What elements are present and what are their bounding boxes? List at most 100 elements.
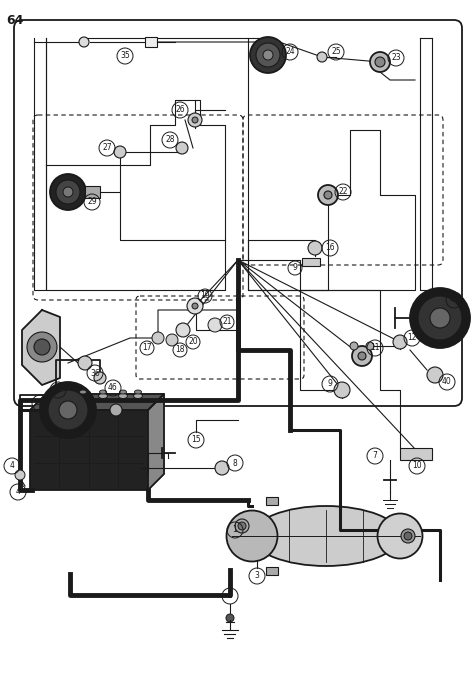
Text: 64: 64	[6, 14, 23, 27]
Circle shape	[40, 382, 96, 438]
Ellipse shape	[227, 510, 277, 561]
Circle shape	[34, 339, 50, 355]
Text: 19: 19	[200, 292, 210, 301]
Circle shape	[318, 185, 338, 205]
Text: 41: 41	[35, 399, 45, 408]
Circle shape	[187, 298, 203, 314]
Text: 22: 22	[338, 188, 348, 196]
Ellipse shape	[118, 393, 128, 399]
Ellipse shape	[252, 506, 400, 566]
Ellipse shape	[135, 390, 142, 394]
Text: 15: 15	[191, 435, 201, 445]
Circle shape	[352, 346, 372, 366]
Circle shape	[114, 146, 126, 158]
Circle shape	[176, 142, 188, 154]
Text: 8: 8	[233, 458, 237, 468]
Bar	[400, 448, 432, 460]
Text: 9: 9	[292, 263, 298, 273]
Text: 3: 3	[255, 571, 259, 580]
Circle shape	[94, 372, 106, 384]
Circle shape	[324, 191, 332, 199]
Ellipse shape	[58, 393, 67, 399]
Circle shape	[63, 187, 73, 197]
Circle shape	[256, 43, 280, 67]
Circle shape	[56, 180, 80, 204]
Circle shape	[334, 382, 350, 398]
Text: 35: 35	[120, 51, 130, 60]
Circle shape	[430, 308, 450, 328]
Text: 37: 37	[53, 385, 63, 395]
Bar	[266, 567, 278, 575]
Circle shape	[375, 57, 385, 67]
Ellipse shape	[377, 513, 422, 559]
Ellipse shape	[134, 393, 143, 399]
Circle shape	[226, 614, 234, 622]
Text: 18: 18	[175, 345, 185, 355]
Circle shape	[59, 401, 77, 419]
Text: 23: 23	[391, 53, 401, 62]
Text: 9: 9	[328, 380, 332, 389]
Text: 46: 46	[108, 383, 118, 393]
Text: 40: 40	[442, 378, 452, 387]
Text: 21: 21	[222, 318, 232, 326]
Polygon shape	[148, 394, 164, 490]
Circle shape	[350, 342, 358, 350]
Text: 12: 12	[407, 334, 417, 343]
Circle shape	[250, 37, 286, 73]
Circle shape	[50, 174, 86, 210]
Ellipse shape	[401, 529, 415, 543]
Text: 25: 25	[331, 47, 341, 56]
Circle shape	[427, 367, 443, 383]
Ellipse shape	[100, 390, 107, 394]
Text: 28: 28	[165, 135, 175, 144]
Circle shape	[188, 113, 202, 127]
Circle shape	[176, 323, 190, 337]
Text: 7: 7	[373, 452, 377, 460]
Ellipse shape	[119, 390, 127, 394]
Circle shape	[215, 461, 229, 475]
Ellipse shape	[235, 519, 249, 533]
Circle shape	[79, 37, 89, 47]
Text: 27: 27	[102, 144, 112, 152]
Circle shape	[110, 404, 122, 416]
Polygon shape	[30, 394, 164, 410]
Text: 16: 16	[325, 244, 335, 253]
Circle shape	[393, 335, 407, 349]
Circle shape	[238, 522, 246, 530]
Circle shape	[317, 52, 327, 62]
Circle shape	[48, 390, 88, 430]
Text: 24: 24	[285, 47, 295, 56]
Bar	[302, 258, 320, 266]
Circle shape	[78, 356, 92, 370]
Circle shape	[27, 332, 57, 362]
Text: 36: 36	[90, 368, 100, 378]
Circle shape	[152, 332, 164, 344]
Circle shape	[192, 303, 198, 309]
Circle shape	[366, 342, 374, 350]
Text: 10: 10	[412, 462, 422, 471]
Text: 4: 4	[16, 487, 20, 496]
Ellipse shape	[60, 390, 66, 394]
Circle shape	[418, 296, 462, 340]
Text: 20: 20	[188, 338, 198, 347]
Circle shape	[192, 117, 198, 123]
Ellipse shape	[80, 390, 86, 394]
Text: 41: 41	[449, 295, 459, 305]
Circle shape	[410, 288, 470, 348]
Text: 4: 4	[9, 462, 14, 471]
Circle shape	[308, 241, 322, 255]
Bar	[30, 410, 148, 490]
Circle shape	[370, 52, 390, 72]
Text: 17: 17	[142, 343, 152, 353]
Text: 1: 1	[233, 525, 237, 535]
Bar	[85, 186, 100, 198]
Circle shape	[208, 318, 222, 332]
Ellipse shape	[79, 393, 88, 399]
Circle shape	[358, 352, 366, 360]
Text: 2: 2	[228, 592, 232, 600]
Circle shape	[166, 334, 178, 346]
Circle shape	[404, 532, 412, 540]
Circle shape	[15, 470, 25, 480]
Bar	[266, 497, 278, 505]
Circle shape	[263, 50, 273, 60]
